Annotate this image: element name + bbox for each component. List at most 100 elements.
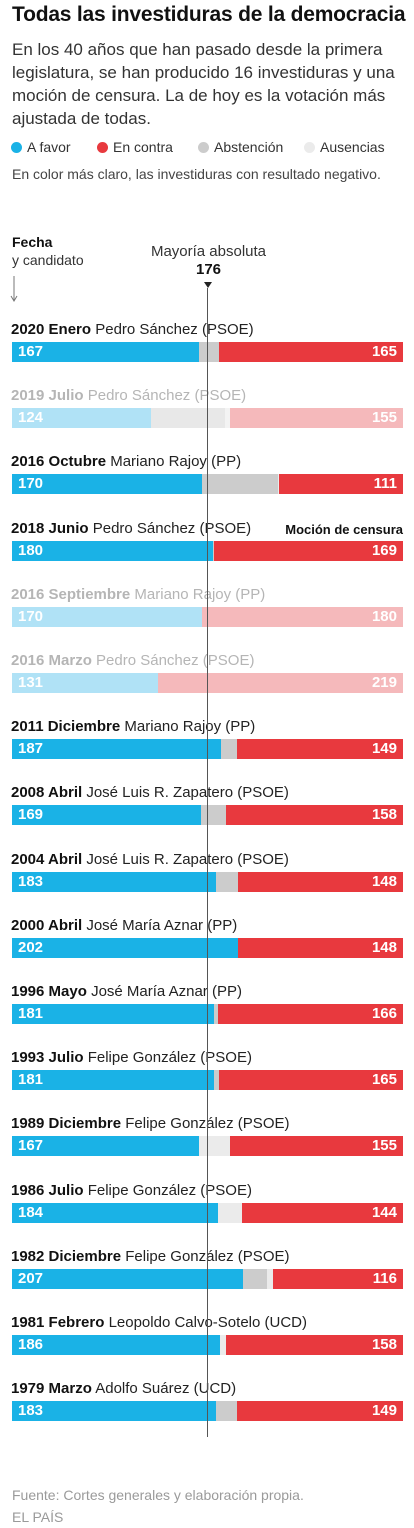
- row-label: 1996 Mayo José María Aznar (PP): [11, 983, 242, 1000]
- value-favor: 183: [18, 872, 44, 890]
- value-favor: 181: [18, 1071, 44, 1089]
- row-date: 1982 Diciembre: [11, 1247, 122, 1265]
- bar-segment-contra: [226, 1335, 403, 1355]
- source-text: Fuente: Cortes generales y elaboración p…: [12, 1487, 304, 1503]
- bar-segment-contra: [273, 1268, 403, 1289]
- axis-label: Fecha y candidato: [12, 233, 84, 269]
- legend-dot-favor: [11, 142, 22, 153]
- stacked-bar: 167 155: [12, 1136, 403, 1157]
- bar-segment-favor: [12, 408, 151, 429]
- chart-note: En color más claro, las investiduras con…: [12, 166, 381, 182]
- row-date: 2004 Abril: [11, 850, 83, 868]
- bar-segment-favor: [12, 606, 202, 627]
- bar-segment-contra: [236, 739, 403, 760]
- value-favor: 207: [18, 1269, 44, 1287]
- bar-segment-contra: [158, 673, 403, 693]
- value-contra: 149: [371, 1402, 397, 1420]
- legend-item-abstencion: Abstención: [198, 139, 283, 155]
- value-favor: 170: [18, 475, 44, 493]
- bar-segment-favor: [12, 1070, 215, 1091]
- bar-segment-abstencion: [243, 1268, 267, 1289]
- row-candidate: José María Aznar (PP): [91, 983, 242, 1000]
- bar-segment-favor: [12, 871, 217, 892]
- row-candidate: José Luis R. Zapatero (PSOE): [86, 850, 289, 868]
- chart-title: Todas las investiduras de la democracia: [12, 3, 406, 26]
- row-label: 1981 Febrero Leopoldo Calvo-Sotelo (UCD): [11, 1314, 307, 1331]
- row-candidate: Mariano Rajoy (PP): [134, 585, 266, 603]
- row-candidate: José María Aznar (PP): [86, 916, 238, 934]
- value-favor: 169: [18, 806, 44, 824]
- value-contra: 180: [371, 607, 397, 625]
- chart-row: 2016 Octubre Mariano Rajoy (PP) 170 111: [0, 453, 414, 513]
- bar-segment-ausencias: [225, 408, 230, 429]
- value-contra: 116: [372, 1269, 397, 1287]
- row-candidate: Mariano Rajoy (PP): [110, 453, 242, 471]
- chart-row: 2011 Diciembre Mariano Rajoy (PP) 187 149: [0, 718, 414, 778]
- chart-row: 2019 Julio Pedro Sánchez (PSOE) 124 155: [0, 387, 414, 447]
- value-contra: 148: [371, 872, 397, 890]
- bar-segment-contra: [201, 606, 403, 627]
- legend-label-abstencion: Abstención: [214, 139, 284, 155]
- stacked-bar: 181 165: [12, 1070, 403, 1091]
- value-favor: 187: [18, 740, 44, 758]
- value-contra: 165: [371, 1071, 397, 1089]
- stacked-bar: 169 158: [12, 805, 403, 826]
- row-label: 1986 Julio Felipe González (PSOE): [11, 1182, 252, 1199]
- bar-segment-favor: [12, 805, 201, 826]
- row-date: 1981 Febrero: [11, 1314, 105, 1331]
- row-date: 1986 Julio: [11, 1181, 84, 1199]
- bar-segment-contra: [236, 1401, 403, 1422]
- axis-subtitle: y candidato: [12, 252, 84, 268]
- value-favor: 202: [18, 938, 44, 956]
- row-candidate: Pedro Sánchez (PSOE): [95, 321, 254, 338]
- bar-segment-ausencias: [217, 1202, 243, 1223]
- value-favor: 167: [18, 343, 44, 360]
- value-favor: 181: [18, 1005, 44, 1022]
- row-candidate: Pedro Sánchez (PSOE): [96, 652, 255, 669]
- row-label: 2011 Diciembre Mariano Rajoy (PP): [11, 718, 255, 735]
- bar-segment-favor: [12, 1268, 244, 1289]
- stacked-bar: 183 149: [12, 1401, 403, 1422]
- row-note: Moción de censura: [285, 521, 403, 537]
- row-date: 2020 Enero: [11, 321, 92, 338]
- value-favor: 170: [18, 607, 44, 625]
- legend-label-favor: A favor: [27, 139, 71, 155]
- stacked-bar: 184 144: [12, 1202, 403, 1223]
- row-date: 1996 Mayo: [11, 983, 87, 1000]
- row-date: 2018 Junio: [11, 519, 89, 537]
- bar-segment-contra: [218, 342, 403, 362]
- row-candidate: Pedro Sánchez (PSOE): [92, 519, 252, 537]
- row-date: 2016 Octubre: [11, 453, 107, 471]
- stacked-bar: 207 116: [12, 1268, 403, 1289]
- row-label: 2016 Octubre Mariano Rajoy (PP): [11, 453, 241, 470]
- value-favor: 167: [18, 1137, 44, 1155]
- bar-segment-favor: [12, 474, 202, 495]
- row-candidate: Mariano Rajoy (PP): [124, 718, 256, 736]
- majority-label: Mayoría absoluta 176: [131, 243, 286, 279]
- row-candidate: José Luis R. Zapatero (PSOE): [86, 784, 289, 802]
- row-label: 1979 Marzo Adolfo Suárez (UCD): [11, 1380, 236, 1397]
- row-label: 2004 Abril José Luis R. Zapatero (PSOE): [11, 851, 289, 868]
- bar-segment-abstencion: [200, 805, 227, 826]
- row-candidate: Adolfo Suárez (UCD): [95, 1380, 237, 1398]
- stacked-bar: 181 166: [12, 1004, 403, 1024]
- bar-segment-contra: [217, 1004, 403, 1024]
- bar-segment-contra: [237, 871, 403, 892]
- bar-segment-abstencion: [216, 871, 238, 892]
- row-date: 2019 Julio: [11, 387, 84, 405]
- bar-segment-favor: [12, 540, 214, 561]
- row-candidate: Pedro Sánchez (PSOE): [87, 387, 247, 405]
- bar-segment-abstencion: [213, 540, 215, 561]
- bar-segment-abstencion: [150, 408, 226, 429]
- bar-segment-contra: [218, 1070, 403, 1091]
- row-label: 2000 Abril José María Aznar (PP): [11, 917, 237, 934]
- row-label: 2019 Julio Pedro Sánchez (PSOE): [11, 387, 246, 404]
- bar-segment-favor: [12, 1401, 217, 1422]
- majority-value: 176: [195, 261, 222, 278]
- row-label: 2016 Marzo Pedro Sánchez (PSOE): [11, 652, 254, 669]
- value-contra: 148: [371, 938, 397, 956]
- bar-segment-favor: [12, 1004, 215, 1024]
- stacked-bar: 131 219: [12, 673, 403, 693]
- bar-segment-favor: [12, 1335, 220, 1355]
- bar-segment-abstencion: [214, 1070, 219, 1091]
